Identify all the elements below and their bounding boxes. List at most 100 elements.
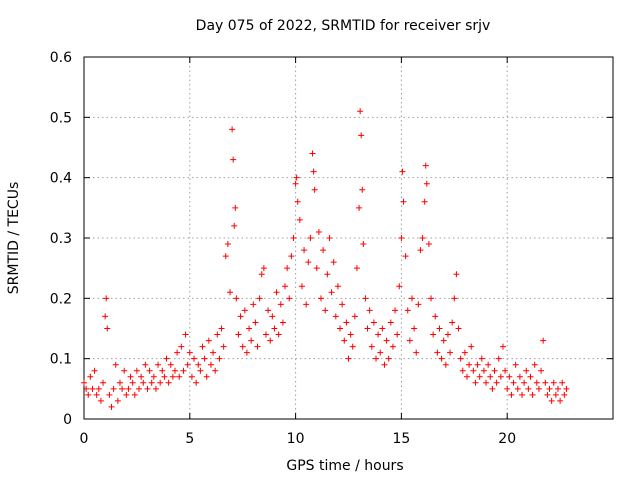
data-point: [248, 337, 255, 344]
data-point: [442, 361, 449, 368]
data-point: [301, 247, 308, 254]
data-point: [527, 373, 534, 380]
data-point: [399, 168, 406, 175]
data-point: [432, 313, 439, 320]
data-point: [561, 391, 568, 398]
data-point: [203, 373, 210, 380]
data-point: [436, 325, 443, 332]
data-point: [197, 367, 204, 374]
data-point: [383, 337, 390, 344]
data-point: [186, 349, 193, 356]
data-point: [222, 253, 229, 260]
data-point: [275, 331, 282, 338]
data-point: [531, 361, 538, 368]
data-point: [357, 108, 364, 115]
y-tick-label: 0: [63, 412, 72, 428]
data-point: [237, 313, 244, 320]
data-point: [188, 373, 195, 380]
data-point: [334, 283, 341, 290]
data-point: [470, 367, 477, 374]
data-point: [85, 391, 92, 398]
data-point: [292, 180, 299, 187]
data-point: [408, 295, 415, 302]
data-point: [523, 367, 530, 374]
data-point: [127, 373, 134, 380]
y-tick-label: 0.1: [50, 352, 72, 368]
data-point: [535, 385, 542, 392]
data-point: [256, 295, 263, 302]
data-point: [428, 295, 435, 302]
data-point: [322, 307, 329, 314]
data-point: [171, 367, 178, 374]
data-point: [487, 373, 494, 380]
data-point: [290, 235, 297, 241]
data-point: [510, 379, 517, 386]
data-point: [227, 289, 234, 296]
data-point: [284, 265, 291, 272]
points-layer: [81, 108, 570, 410]
data-point: [152, 385, 159, 392]
data-point: [161, 373, 168, 380]
data-point: [133, 367, 140, 374]
data-point: [506, 373, 513, 380]
data-point: [195, 361, 202, 368]
data-point: [311, 186, 318, 193]
data-point: [108, 403, 115, 410]
data-point: [212, 367, 219, 374]
data-point: [349, 343, 356, 350]
data-point: [559, 379, 566, 386]
data-point: [370, 319, 377, 326]
data-point: [474, 361, 481, 368]
data-point: [293, 174, 300, 181]
data-point: [519, 391, 526, 398]
data-point: [345, 355, 352, 362]
data-point: [548, 397, 555, 404]
data-point: [521, 379, 528, 386]
data-point: [422, 162, 429, 169]
data-point: [392, 307, 399, 314]
data-point: [402, 253, 409, 260]
data-point: [546, 385, 553, 392]
data-point: [542, 379, 549, 386]
data-point: [468, 343, 475, 350]
data-point: [453, 271, 460, 278]
data-point: [457, 355, 464, 362]
data-point: [425, 241, 432, 248]
data-point: [360, 241, 367, 248]
y-tick-label: 0.6: [50, 50, 72, 66]
data-point: [252, 319, 259, 326]
data-point: [491, 367, 498, 374]
data-point: [455, 325, 462, 332]
data-point: [483, 379, 490, 386]
data-point: [394, 331, 401, 338]
data-point: [533, 379, 540, 386]
data-point: [440, 337, 447, 344]
data-point: [415, 301, 422, 308]
data-point: [478, 355, 485, 362]
ticks-layer: 0 5 10 15 20 0 0.1 0.2 0.3 0.4 0.5 0.6: [50, 50, 613, 447]
data-point: [97, 397, 104, 404]
data-point: [218, 325, 225, 332]
data-point: [400, 198, 407, 205]
data-point: [184, 361, 191, 368]
data-point: [514, 385, 521, 392]
data-point: [269, 313, 276, 320]
data-point: [102, 313, 109, 320]
data-point: [529, 391, 536, 398]
data-point: [538, 367, 545, 374]
data-point: [138, 373, 145, 380]
data-point: [233, 295, 240, 302]
data-point: [159, 367, 166, 374]
data-point: [296, 216, 303, 223]
data-point: [193, 379, 200, 386]
data-point: [472, 379, 479, 386]
data-point: [148, 379, 155, 386]
data-point: [81, 379, 87, 386]
x-tick-label: 10: [287, 431, 305, 447]
data-point: [463, 373, 470, 380]
data-point: [419, 235, 426, 241]
data-point: [421, 198, 428, 205]
data-point: [239, 343, 246, 350]
data-point: [451, 295, 458, 302]
